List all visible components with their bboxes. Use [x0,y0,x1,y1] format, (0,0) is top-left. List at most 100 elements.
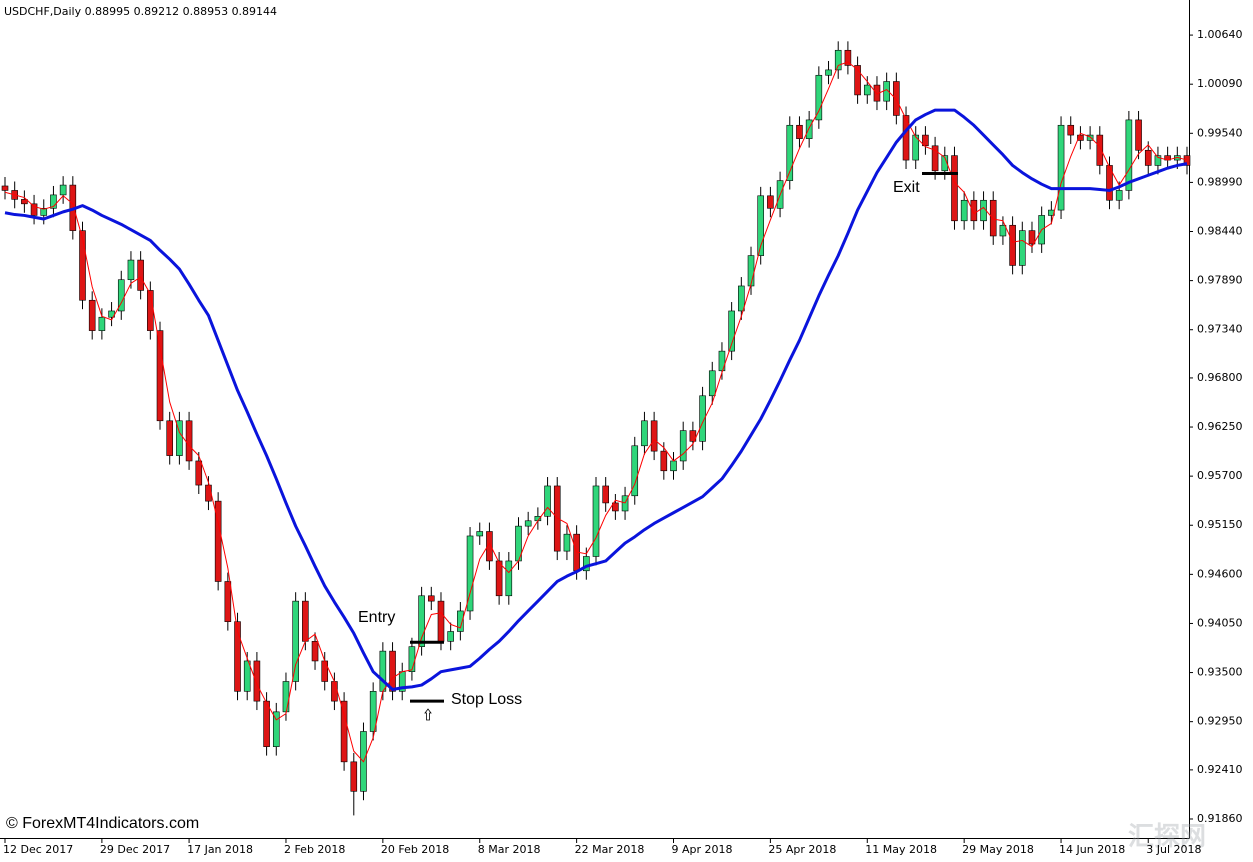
signal-arrow [424,708,432,721]
candle-body [1135,119,1142,151]
candle-body [321,660,329,682]
candle-body [350,761,358,792]
candle-body [815,74,823,121]
candle-body [1009,224,1016,266]
annotation-label: Stop Loss [451,691,522,708]
candle-body [1067,124,1075,136]
candle-body [670,460,677,472]
x-tick-label: 2 Feb 2018 [284,843,345,856]
candle-body [747,255,755,287]
candle-body [1106,165,1113,201]
candle-body [1144,149,1152,166]
candle-body [331,681,338,702]
plot-area [1,41,1191,816]
y-tick-label: 0.96250 [1197,420,1243,433]
candle-body [1115,190,1123,201]
candle-body [1154,155,1162,166]
candle-body [1018,230,1026,266]
candle-body [931,145,939,172]
candle-body [137,259,144,291]
candle-body [302,600,309,642]
candle-body [166,420,174,456]
candle-body [922,134,929,147]
candle-body [234,621,241,692]
moving-average-line [4,108,1188,692]
candle-body [486,531,493,562]
candle-body [1,185,9,191]
candle-body [447,631,454,642]
candle-body [718,350,726,372]
candle-body [176,420,183,456]
candle-body [544,485,551,517]
candle-body [583,556,590,572]
candle-body [650,420,658,452]
candle-body [767,195,774,209]
candle-body [98,316,106,331]
candle-body [88,299,96,331]
candle-body [466,535,474,612]
moving-average-line [4,61,1188,763]
x-tick-label: 12 Dec 2017 [3,843,73,856]
candle-body [641,420,648,447]
y-tick-label: 0.96800 [1197,371,1243,384]
candle-body [195,460,203,486]
y-tick-label: 1.00640 [1197,28,1243,41]
x-tick-label: 11 May 2018 [865,843,937,856]
y-tick-label: 0.98440 [1197,225,1243,238]
candle-body [495,560,503,597]
candle-body [902,115,910,161]
chart-title: USDCHF,Daily 0.88995 0.89212 0.88953 0.8… [4,5,277,18]
candle-body [263,700,270,747]
candle-body [563,533,571,552]
candle-body [253,660,261,702]
candle-body [272,711,280,747]
candle-body [292,600,299,682]
candle-body [757,195,765,256]
candle-body [708,370,716,397]
candle-body [941,155,949,172]
candle-body [408,646,416,672]
candle-body [243,660,251,692]
candle-body [1057,124,1065,211]
candle-body [1028,230,1036,245]
candle-body [1096,134,1104,166]
x-tick-label: 20 Feb 2018 [381,843,449,856]
y-tick-label: 0.93500 [1197,666,1243,679]
candle-body [457,610,464,632]
candle-body [738,285,745,312]
y-tick-label: 0.95700 [1197,469,1243,482]
candle-body [505,560,513,597]
candle-body [960,199,968,222]
candle-body [970,199,978,222]
candle-body [524,520,532,527]
candle-body [679,430,687,462]
y-tick-label: 0.97890 [1197,274,1243,287]
candle-body [224,581,232,622]
y-tick-label: 0.97340 [1197,323,1243,336]
candle-body [59,184,67,196]
candle-body [612,502,619,512]
x-tick-label: 3 Jul 2018 [1146,843,1201,856]
x-tick-label: 22 Mar 2018 [575,843,645,856]
candle-body [79,230,86,301]
candle-body [156,330,164,422]
candle-body [389,650,396,692]
x-tick-label: 17 Jan 2018 [187,843,253,856]
candle-body [863,84,871,96]
candle-body [728,310,735,352]
candle-body [844,49,852,66]
candle-body [592,485,600,557]
corner-watermark: 汇探网 [1128,821,1206,851]
y-tick-label: 0.91860 [1197,812,1243,825]
candle-body [999,224,1007,237]
candle-body [437,600,445,642]
y-tick-label: 0.98990 [1197,175,1243,188]
annotation-label: Entry [358,609,395,626]
candle-body [127,259,135,281]
candle-body [214,500,222,582]
candle-body [185,420,193,462]
candle-body [854,65,861,96]
